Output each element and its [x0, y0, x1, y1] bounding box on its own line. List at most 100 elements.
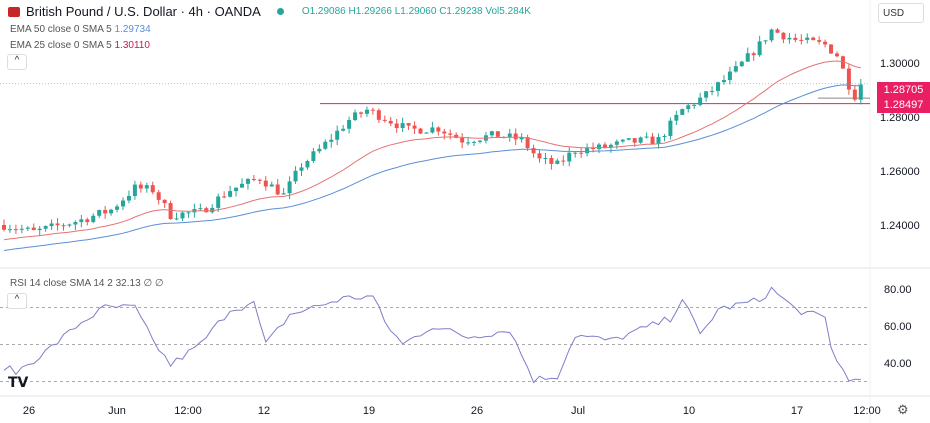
candle-body — [13, 229, 18, 231]
candle-body — [668, 120, 673, 136]
candle-body — [519, 137, 524, 140]
candle-body — [257, 179, 262, 181]
candle-body — [430, 127, 435, 133]
price-tick: 1.26000 — [880, 166, 920, 178]
ema25-value: 1.30110 — [114, 40, 150, 51]
candle-body — [132, 184, 137, 196]
candle-body — [25, 227, 30, 229]
candle-body — [775, 29, 780, 33]
candle-body — [269, 184, 274, 187]
candle-body — [168, 203, 173, 220]
candle-body — [573, 152, 578, 154]
candle-body — [210, 207, 215, 213]
ema50-label: EMA 50 close 0 SMA 5 — [10, 24, 112, 35]
rsi-extra: ∅ ∅ — [143, 278, 164, 289]
candle-body — [495, 131, 500, 137]
candle-body — [7, 229, 12, 231]
candle-body — [138, 184, 143, 189]
candle-body — [472, 141, 477, 143]
candle-body — [198, 208, 203, 210]
candle-body — [370, 109, 375, 111]
candle-body — [781, 32, 786, 40]
candle-body — [733, 66, 738, 72]
ohlc-values: O1.29086 H1.29266 L1.29060 C1.29238 Vol5… — [302, 6, 531, 17]
candle-body — [2, 225, 6, 230]
candle-body — [305, 160, 310, 168]
price-tick: 1.24000 — [880, 220, 920, 232]
candle-body — [561, 160, 566, 162]
candle-body — [745, 53, 750, 62]
candle-body — [394, 123, 399, 129]
settings-gear-icon[interactable]: ⚙ — [897, 402, 909, 417]
price-tick: 1.30000 — [880, 58, 920, 70]
candle-body — [674, 114, 679, 121]
candle-body — [281, 193, 286, 195]
candle-body — [478, 140, 482, 142]
candle-body — [216, 196, 221, 208]
candle-body — [614, 141, 619, 145]
candle-body — [418, 128, 423, 134]
candle-body — [620, 139, 625, 142]
candle-body — [287, 181, 292, 194]
candle-body — [579, 152, 584, 154]
candle-body — [275, 184, 280, 195]
candle-body — [85, 219, 90, 223]
rsi-line — [3, 286, 861, 384]
candle-body — [55, 223, 60, 226]
candle-body — [840, 56, 845, 69]
candle-body — [204, 208, 209, 213]
rsi-tick: 60.00 — [884, 321, 912, 333]
candle-body — [507, 133, 512, 138]
candle-body — [424, 132, 429, 134]
candle-body — [567, 152, 572, 162]
candle-body — [656, 137, 661, 145]
candle-body — [513, 133, 518, 140]
candle-body — [846, 68, 851, 90]
candle-body — [406, 123, 411, 126]
candle-body — [793, 37, 798, 40]
rsi-value: 32.13 — [115, 278, 141, 289]
candle-body — [347, 119, 352, 129]
candle-body — [858, 84, 863, 100]
candle-body — [73, 222, 78, 225]
tradingview-logo[interactable]: TV — [8, 375, 29, 391]
candle-body — [144, 185, 149, 189]
ema25-legend[interactable]: EMA 25 close 0 SMA 5 1.30110 — [10, 40, 150, 51]
candle-body — [555, 160, 560, 164]
candle-body — [156, 192, 161, 200]
candle-body — [454, 134, 459, 138]
candle-body — [79, 219, 84, 223]
rsi-tick: 80.00 — [884, 284, 912, 296]
symbol-title[interactable]: British Pound / U.S. Dollar · 4h · OANDA — [26, 4, 261, 19]
ema50-legend[interactable]: EMA 50 close 0 SMA 5 1.29734 — [10, 24, 151, 35]
candle-body — [811, 37, 816, 41]
flag-icon — [8, 6, 20, 17]
candle-body — [686, 105, 691, 110]
rsi-legend[interactable]: RSI 14 close SMA 14 2 32.13 ∅ ∅ — [10, 278, 164, 289]
rsi-label: RSI 14 close SMA 14 2 — [10, 278, 113, 289]
candle-body — [263, 180, 268, 187]
candle-body — [739, 61, 744, 67]
candle-body — [549, 158, 554, 164]
candle-body — [323, 141, 328, 149]
candle-body — [638, 137, 643, 143]
symbol-header: British Pound / U.S. Dollar · 4h · OANDA… — [8, 4, 531, 19]
collapse-rsi-button[interactable]: ^ — [7, 293, 27, 309]
candle-body — [341, 128, 346, 131]
high-value: H1.29266 — [348, 6, 392, 17]
candle-body — [37, 228, 42, 231]
level-price-label: 1.28497 — [877, 97, 930, 113]
currency-select[interactable]: USD — [878, 3, 924, 23]
candle-body — [710, 90, 715, 92]
candle-body — [805, 37, 810, 40]
candle-body — [763, 40, 768, 42]
candle-body — [585, 147, 590, 154]
candle-body — [234, 187, 239, 192]
candle-body — [680, 109, 685, 115]
candle-body — [353, 112, 358, 120]
time-tick: 19 — [363, 405, 375, 417]
candle-body — [388, 120, 393, 124]
collapse-legend-button[interactable]: ^ — [7, 54, 27, 70]
volume-value: Vol5.284K — [485, 6, 531, 17]
